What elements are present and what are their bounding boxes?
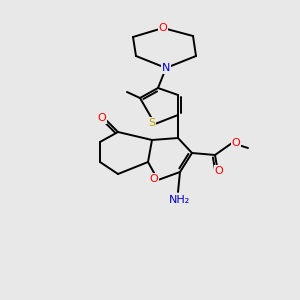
Text: NH₂: NH₂ xyxy=(169,195,190,205)
Text: O: O xyxy=(159,23,167,33)
Text: O: O xyxy=(232,138,240,148)
Text: O: O xyxy=(150,174,158,184)
Text: O: O xyxy=(214,166,224,176)
Text: N: N xyxy=(162,63,170,73)
Text: O: O xyxy=(98,113,106,123)
Text: S: S xyxy=(148,118,156,128)
